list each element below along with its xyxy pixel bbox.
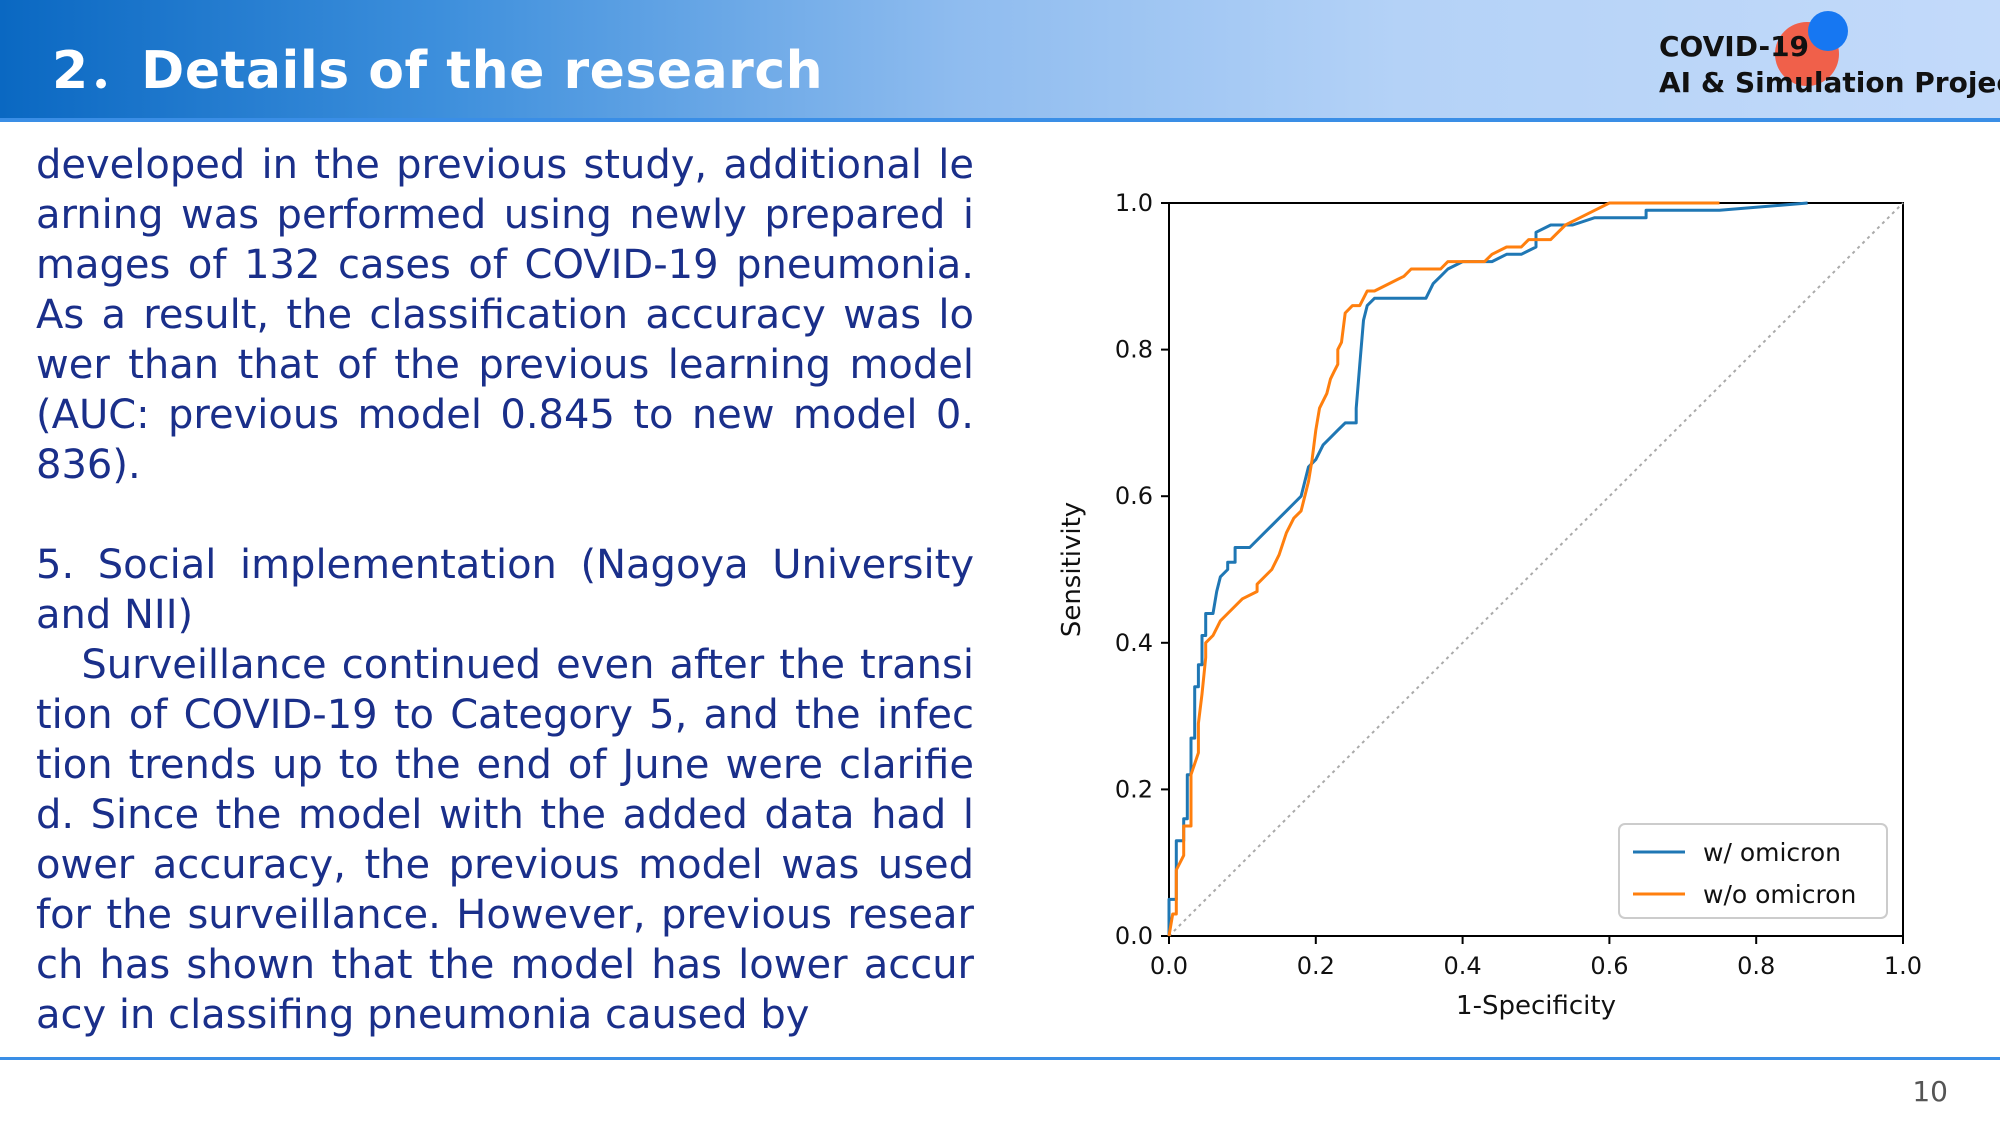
body-text-line: ch has shown that the model has lower ac… <box>36 942 974 988</box>
body-text-line: for the surveillance. However, previous … <box>36 892 974 938</box>
legend-label: w/ omicron <box>1703 838 1841 867</box>
y-tick-label: 0.0 <box>1115 922 1153 950</box>
body-text-line: Surveillance continued even after the tr… <box>36 642 974 688</box>
footer-divider <box>0 1057 2000 1060</box>
x-tick-label: 0.2 <box>1297 952 1335 980</box>
roc-series-line-wo-omicron <box>1167 201 1720 937</box>
page-title: 2．Details of the research <box>52 41 824 101</box>
body-text-line: tion trends up to the end of June were c… <box>36 742 974 788</box>
body-text-line: acy in classifing pneumonia caused by <box>36 992 810 1038</box>
body-text-line: 836). <box>36 442 141 488</box>
legend-box <box>1618 823 1888 919</box>
x-tick-label: 0.4 <box>1444 952 1482 980</box>
body-text-line: (AUC: previous model 0.845 to new model … <box>36 392 974 438</box>
roc-series-line-w-omicron <box>1167 201 1808 936</box>
x-tick-label: 0.6 <box>1590 952 1628 980</box>
body-text-line: mages of 132 cases of COVID-19 pneumonia… <box>36 242 974 288</box>
project-logo: COVID-19 AI & Simulation Project <box>1655 8 2000 108</box>
body-text-spacer <box>36 490 974 540</box>
page-number: 10 <box>1912 1075 1948 1108</box>
diagonal-reference-line <box>1168 202 1904 937</box>
body-text-line: As a result, the classification accuracy… <box>36 292 974 338</box>
x-tick-label: 1.0 <box>1884 952 1922 980</box>
body-text-line: tion of COVID-19 to Category 5, and the … <box>36 692 974 738</box>
body-text-line: developed in the previous study, additio… <box>36 142 974 188</box>
y-tick-label: 0.2 <box>1115 775 1153 803</box>
legend-label: w/o omicron <box>1703 880 1856 909</box>
y-tick-label: 1.0 <box>1115 189 1153 217</box>
header-banner <box>0 0 2000 118</box>
y-tick-label: 0.8 <box>1115 336 1153 364</box>
y-tick-label: 0.4 <box>1115 629 1153 657</box>
x-axis-label: 1-Specificity <box>1456 991 1616 1021</box>
body-text-line: arning was performed using newly prepare… <box>36 192 974 238</box>
body-text-line: d. Since the model with the added data h… <box>36 792 974 838</box>
header-divider <box>0 118 2000 122</box>
logo-text-project: AI & Simulation Project <box>1659 66 2000 99</box>
body-text-line: 5. Social implementation (Nagoya Univers… <box>36 542 974 588</box>
body-text: developed in the previous study, additio… <box>36 140 974 1040</box>
body-text-line: wer than that of the previous learning m… <box>36 342 974 388</box>
roc-chart: 0.0 0.2 0.4 0.6 0.8 1.0 0.0 0.2 0.4 0.6 0.8 1.0 1-Sp… <box>1040 160 1960 1040</box>
x-tick-label: 0.8 <box>1737 952 1775 980</box>
x-tick-label: 0.0 <box>1150 952 1188 980</box>
y-tick-label: 0.6 <box>1115 482 1153 510</box>
body-text-line: ower accuracy, the previous model was us… <box>36 842 974 888</box>
y-axis-label: Sensitivity <box>1057 502 1087 637</box>
logo-text-covid: COVID-19 <box>1659 30 1810 63</box>
roc-chart-svg: 0.0 0.2 0.4 0.6 0.8 1.0 0.0 0.2 0.4 0.6 0.8 1.0 1-Sp… <box>1057 189 1922 1021</box>
logo-blue-dot <box>1808 11 1848 51</box>
body-text-line: and NII) <box>36 592 194 638</box>
